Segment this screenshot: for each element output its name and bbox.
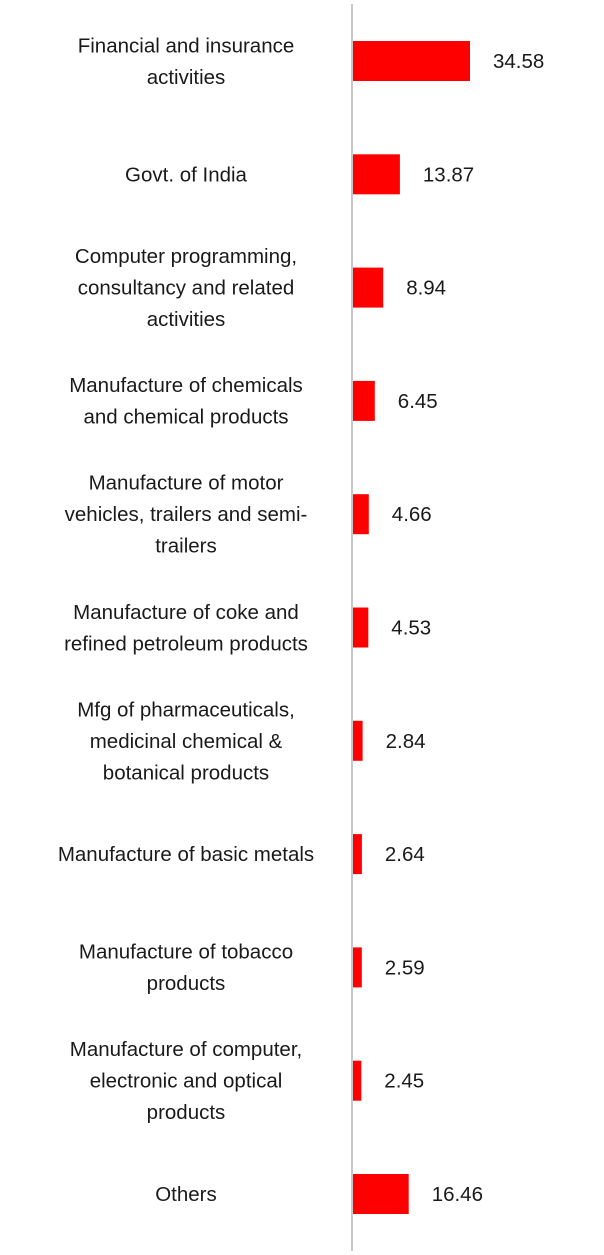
bar-3 xyxy=(353,267,384,308)
bar-1 xyxy=(353,41,470,81)
bar-9 xyxy=(353,947,362,988)
value-label-1: 34.58 xyxy=(493,50,544,73)
category-label-line: Computer programming, xyxy=(75,245,297,268)
category-label-line: activities xyxy=(147,66,226,89)
bar-6 xyxy=(353,607,369,648)
category-label-line: activities xyxy=(147,308,226,331)
bar-2 xyxy=(353,154,400,195)
category-label-line: Manufacture of coke and xyxy=(73,601,299,624)
value-label-11: 16.46 xyxy=(432,1183,483,1206)
category-label-line: products xyxy=(147,972,226,995)
category-label-2: Govt. of India xyxy=(125,163,248,186)
category-label-line: medicinal chemical & xyxy=(90,730,283,753)
category-label-line: trailers xyxy=(155,535,217,558)
bar-7 xyxy=(353,720,363,761)
bar-11 xyxy=(353,1174,409,1214)
category-label-4: Manufacture of chemicals and chemical pro… xyxy=(69,374,303,429)
value-label-10: 2.45 xyxy=(384,1070,424,1093)
category-label-line: Manufacture of computer, xyxy=(70,1038,302,1061)
value-label-5: 4.66 xyxy=(392,503,432,526)
category-label-line: Financial and insurance xyxy=(78,34,295,57)
value-label-2: 13.87 xyxy=(423,163,474,186)
category-label-line: Manufacture of motor xyxy=(89,472,284,495)
bar-8 xyxy=(353,834,362,875)
bar-4 xyxy=(353,380,375,421)
category-label-line: Govt. of India xyxy=(125,163,248,186)
value-label-9: 2.59 xyxy=(385,956,425,979)
category-label-line: refined petroleum products xyxy=(64,632,308,655)
category-label-11: Others xyxy=(155,1183,217,1206)
category-label-line: and chemical products xyxy=(83,406,288,429)
category-label-line: electronic and optical xyxy=(90,1070,283,1093)
bar-10 xyxy=(353,1060,362,1101)
value-label-3: 8.94 xyxy=(406,277,446,300)
category-label-3: Computer programming, consultancy and rel… xyxy=(75,245,297,331)
category-label-line: Manufacture of chemicals xyxy=(69,374,303,397)
category-label-line: products xyxy=(147,1101,226,1124)
category-label-1: Financial and insurance activities xyxy=(78,34,295,89)
category-label-line: botanical products xyxy=(103,761,269,784)
category-label-8: Manufacture of basic metals xyxy=(58,843,314,866)
category-label-line: Manufacture of tobacco xyxy=(79,941,293,964)
bar-5 xyxy=(353,494,369,535)
category-label-9: Manufacture of tobacco products xyxy=(79,941,293,996)
category-label-line: Manufacture of basic metals xyxy=(58,843,314,866)
category-label-line: Others xyxy=(155,1183,217,1206)
value-label-8: 2.64 xyxy=(385,843,425,866)
category-label-10: Manufacture of computer, electronic and o… xyxy=(70,1038,302,1124)
category-label-line: consultancy and related xyxy=(78,277,295,300)
category-label-line: vehicles, trailers and semi- xyxy=(65,503,308,526)
value-label-7: 2.84 xyxy=(386,730,426,753)
category-label-line: Mfg of pharmaceuticals, xyxy=(77,698,295,721)
value-label-6: 4.53 xyxy=(391,617,431,640)
category-label-6: Manufacture of coke and refined petroleum… xyxy=(64,601,308,656)
category-label-5: Manufacture of motor vehicles, trailers a… xyxy=(65,472,308,558)
bars-group: 34.58 Financial and insurance activities 13… xyxy=(58,34,544,1214)
category-label-7: Mfg of pharmaceuticals, medicinal chemica… xyxy=(77,698,295,784)
value-label-4: 6.45 xyxy=(398,390,438,413)
